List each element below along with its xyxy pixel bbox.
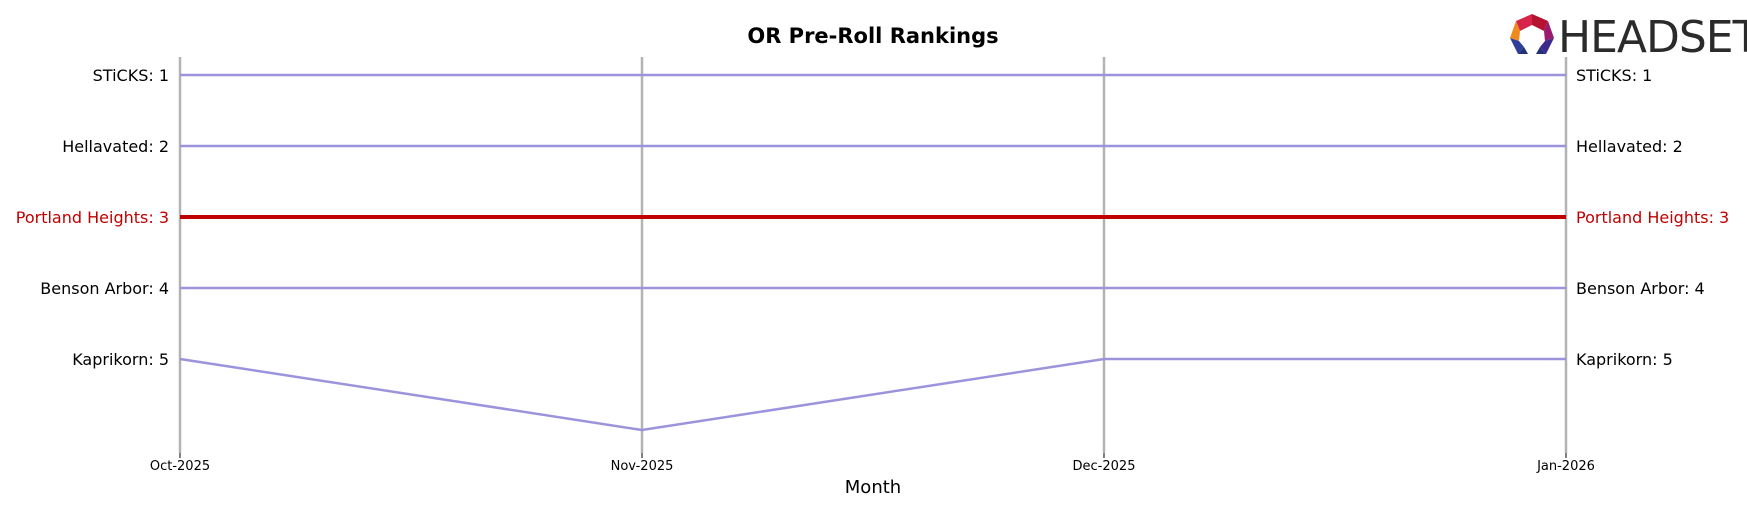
left-rank-label: STiCKS: 1: [93, 66, 169, 85]
left-rank-label: Kaprikorn: 5: [72, 350, 169, 369]
series-lines: [179, 73, 1566, 432]
x-axis-label: Month: [845, 477, 901, 498]
right-rank-label: STiCKS: 1: [1576, 66, 1652, 85]
x-tick-label: Jan-2026: [1536, 459, 1595, 474]
left-rank-labels: STiCKS: 1 Hellavated: 2 Portland Heights: …: [16, 66, 169, 369]
logo-wordmark: HEADSET: [1558, 12, 1747, 63]
grid-lines: [178, 57, 1568, 453]
right-rank-label: Portland Heights: 3: [1576, 208, 1729, 227]
chart-title: OR Pre-Roll Rankings: [747, 24, 998, 48]
right-rank-labels: STiCKS: 1 Hellavated: 2 Portland Heights: …: [1576, 66, 1729, 369]
logo-mark-icon: [1510, 14, 1554, 54]
series-line: [179, 357, 1566, 432]
right-rank-label: Hellavated: 2: [1576, 137, 1683, 156]
x-tick-labels: Oct-2025 Nov-2025 Dec-2025 Jan-2026: [150, 453, 1595, 474]
x-tick-label: Dec-2025: [1073, 459, 1136, 474]
left-rank-label: Portland Heights: 3: [16, 208, 169, 227]
left-rank-label: Hellavated: 2: [62, 137, 169, 156]
left-rank-label: Benson Arbor: 4: [40, 279, 169, 298]
right-rank-label: Kaprikorn: 5: [1576, 350, 1673, 369]
headset-logo: HEADSET: [1510, 12, 1747, 63]
right-rank-label: Benson Arbor: 4: [1576, 279, 1705, 298]
x-tick-label: Nov-2025: [611, 459, 674, 474]
x-tick-label: Oct-2025: [150, 459, 210, 474]
